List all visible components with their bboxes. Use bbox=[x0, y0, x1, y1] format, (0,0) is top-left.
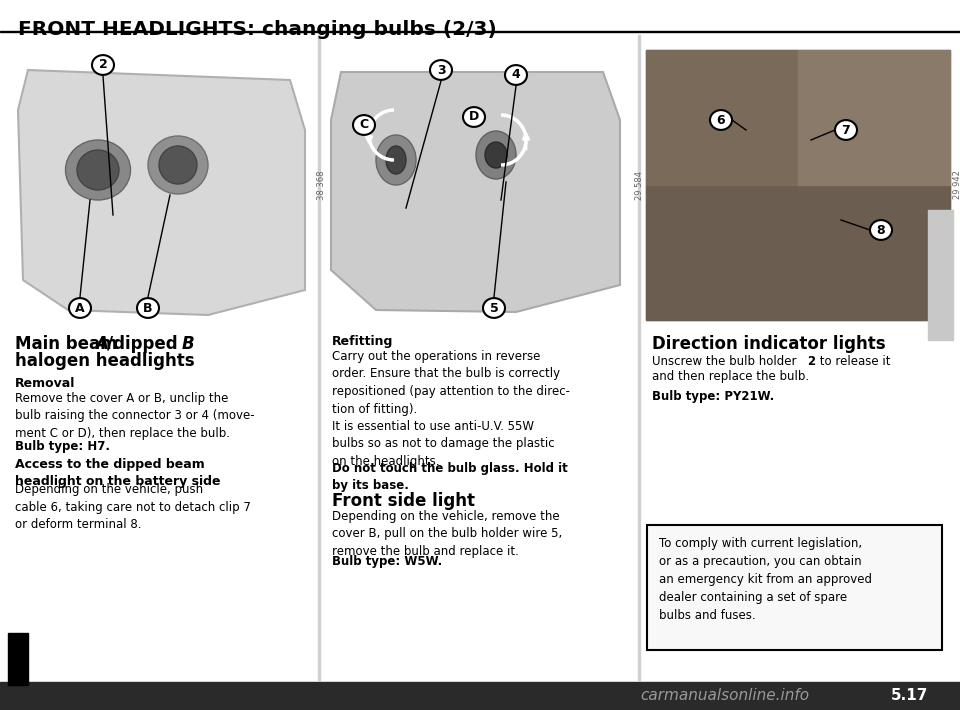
Text: Do not touch the bulb glass. Hold it
by its base.: Do not touch the bulb glass. Hold it by … bbox=[332, 462, 567, 492]
Polygon shape bbox=[331, 72, 620, 312]
Text: Depending on the vehicle, remove the
cover B, pull on the bulb holder wire 5,
re: Depending on the vehicle, remove the cov… bbox=[332, 510, 563, 558]
Text: Refitting: Refitting bbox=[332, 335, 394, 348]
Bar bbox=[928, 210, 953, 340]
Text: 38 368: 38 368 bbox=[318, 170, 326, 200]
Bar bbox=[0, 31, 960, 32]
Bar bbox=[646, 50, 950, 320]
Ellipse shape bbox=[505, 65, 527, 85]
Text: 4: 4 bbox=[512, 68, 520, 82]
Text: Unscrew the bulb holder: Unscrew the bulb holder bbox=[652, 355, 801, 368]
Text: Access to the dipped beam
headlight on the battery side: Access to the dipped beam headlight on t… bbox=[15, 458, 221, 488]
Text: Remove the cover A or B, unclip the
bulb raising the connector 3 or 4 (move-
men: Remove the cover A or B, unclip the bulb… bbox=[15, 392, 254, 440]
Text: 5: 5 bbox=[490, 302, 498, 315]
Bar bbox=[0, 682, 960, 710]
Ellipse shape bbox=[463, 107, 485, 127]
Text: B: B bbox=[143, 302, 153, 315]
Bar bbox=[646, 50, 798, 185]
Ellipse shape bbox=[353, 115, 375, 135]
Ellipse shape bbox=[485, 142, 507, 168]
Text: Main beam: Main beam bbox=[15, 335, 117, 353]
Text: A: A bbox=[95, 335, 108, 353]
Ellipse shape bbox=[137, 298, 159, 318]
Ellipse shape bbox=[835, 120, 857, 140]
Text: 29 584: 29 584 bbox=[636, 170, 644, 200]
Text: FRONT HEADLIGHTS: changing bulbs (2/3): FRONT HEADLIGHTS: changing bulbs (2/3) bbox=[18, 20, 496, 39]
Ellipse shape bbox=[92, 55, 114, 75]
Bar bbox=[798, 50, 950, 185]
Text: Carry out the operations in reverse
order. Ensure that the bulb is correctly
rep: Carry out the operations in reverse orde… bbox=[332, 350, 570, 468]
Polygon shape bbox=[18, 70, 305, 315]
Text: To comply with current legislation,
or as a precaution, you can obtain
an emerge: To comply with current legislation, or a… bbox=[659, 537, 872, 622]
Text: to release it: to release it bbox=[816, 355, 891, 368]
Text: and then replace the bulb.: and then replace the bulb. bbox=[652, 370, 809, 383]
Bar bbox=[647, 525, 942, 650]
Text: 7: 7 bbox=[842, 124, 851, 136]
Ellipse shape bbox=[476, 131, 516, 179]
Text: C: C bbox=[359, 119, 369, 131]
Ellipse shape bbox=[376, 135, 416, 185]
Text: B: B bbox=[182, 335, 195, 353]
Bar bbox=[8, 633, 28, 685]
Text: Bulb type: H7.: Bulb type: H7. bbox=[15, 440, 110, 453]
Bar bbox=[646, 185, 950, 320]
Text: 5.17: 5.17 bbox=[891, 689, 928, 704]
Text: 6: 6 bbox=[717, 114, 726, 126]
Text: Depending on the vehicle, push
cable 6, taking care not to detach clip 7
or defo: Depending on the vehicle, push cable 6, … bbox=[15, 483, 251, 531]
Text: Removal: Removal bbox=[15, 377, 76, 390]
Ellipse shape bbox=[69, 298, 91, 318]
Ellipse shape bbox=[483, 298, 505, 318]
Ellipse shape bbox=[65, 140, 131, 200]
Bar bbox=[326, 50, 628, 320]
Ellipse shape bbox=[870, 220, 892, 240]
Text: Bulb type: W5W.: Bulb type: W5W. bbox=[332, 555, 443, 568]
Text: D: D bbox=[468, 111, 479, 124]
Bar bbox=[638, 35, 639, 680]
Ellipse shape bbox=[710, 110, 732, 130]
Text: /dipped: /dipped bbox=[107, 335, 183, 353]
Text: halogen headlights: halogen headlights bbox=[15, 352, 195, 370]
Text: Bulb type: PY21W.: Bulb type: PY21W. bbox=[652, 390, 775, 403]
Ellipse shape bbox=[430, 60, 452, 80]
Bar bbox=[318, 35, 320, 680]
Text: 29 942: 29 942 bbox=[953, 170, 960, 200]
Ellipse shape bbox=[159, 146, 197, 184]
Text: Front side light: Front side light bbox=[332, 492, 475, 510]
Ellipse shape bbox=[148, 136, 208, 194]
Text: 3: 3 bbox=[437, 63, 445, 77]
Text: 2: 2 bbox=[807, 355, 815, 368]
Text: carmanualsonline.info: carmanualsonline.info bbox=[640, 689, 809, 704]
Text: A: A bbox=[75, 302, 84, 315]
Text: Direction indicator lights: Direction indicator lights bbox=[652, 335, 886, 353]
Text: 2: 2 bbox=[99, 58, 108, 72]
Ellipse shape bbox=[386, 146, 406, 174]
Text: 8: 8 bbox=[876, 224, 885, 236]
Bar bbox=[8, 50, 310, 320]
Ellipse shape bbox=[77, 150, 119, 190]
